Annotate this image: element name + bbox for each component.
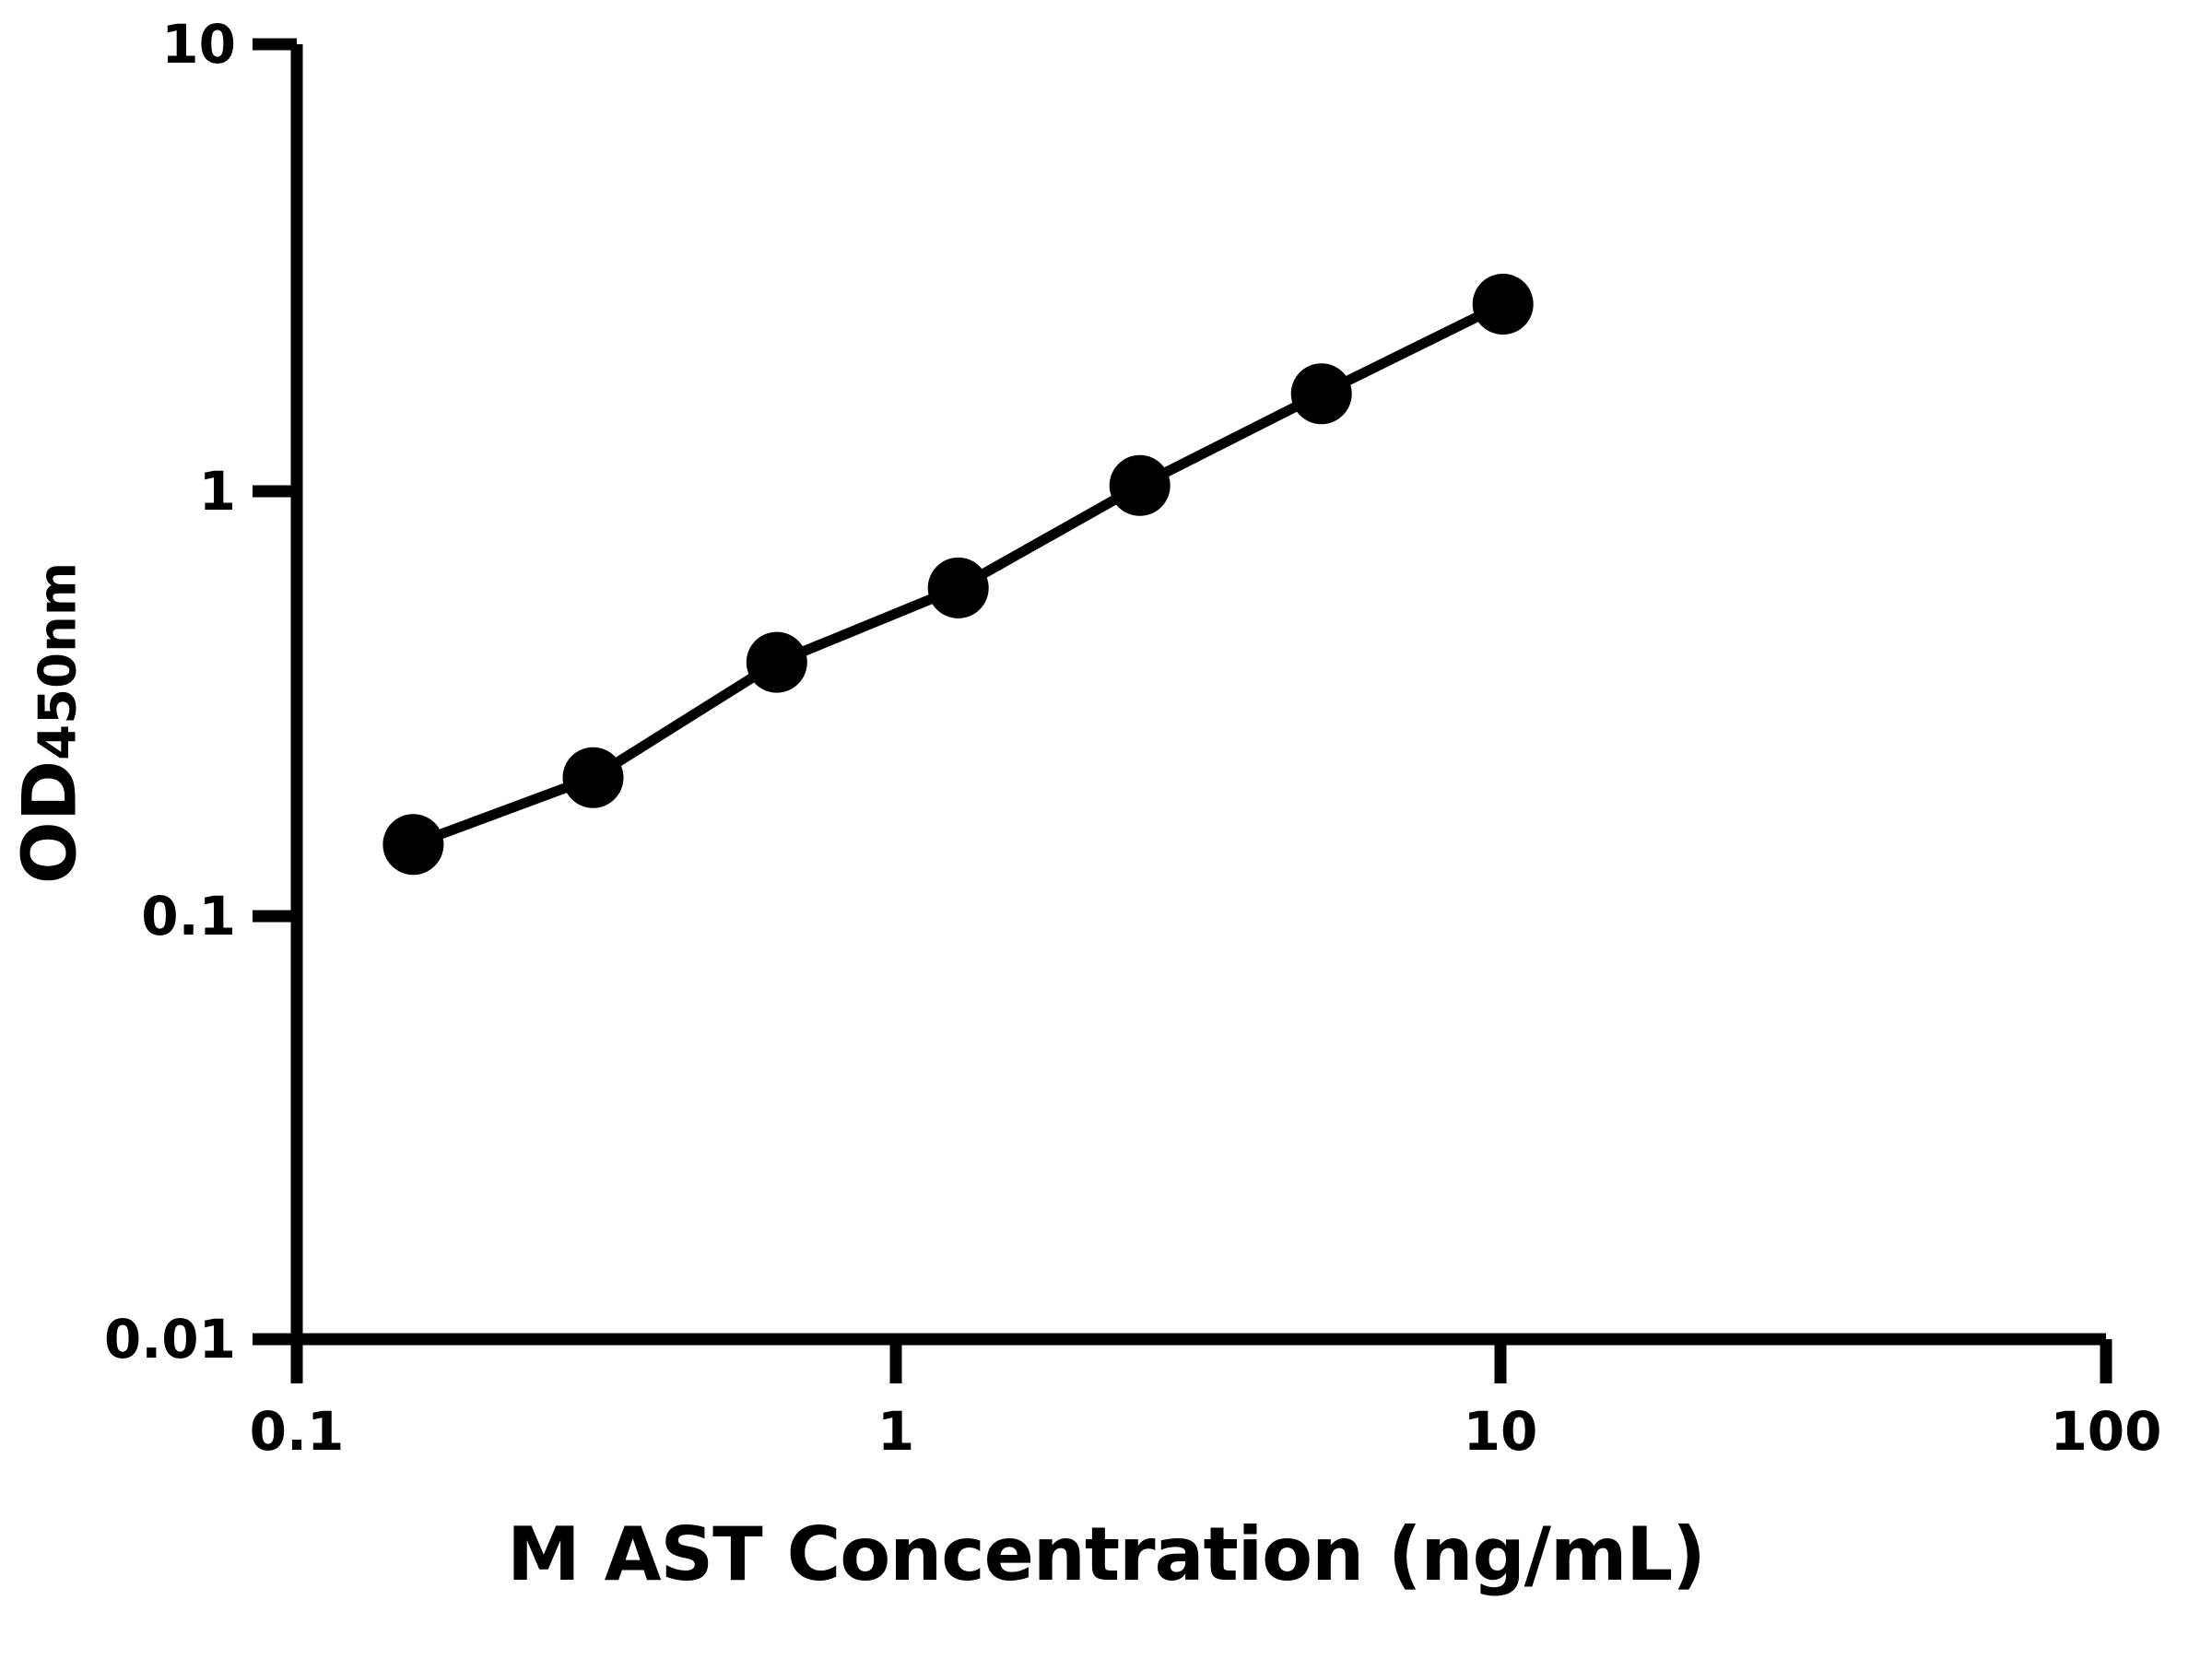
data-point [927,557,989,618]
y-tick-label-10: 10 [161,13,236,76]
y-tick-label-0point01: 0.01 [103,1308,236,1371]
y-axis-title: OD450nm [7,484,93,963]
data-markers [382,274,1534,876]
data-point [746,631,807,693]
data-point [382,814,444,876]
x-tick-label-10: 10 [1463,1400,1538,1463]
y-tick-label-0point1: 0.1 [141,885,236,947]
x-tick-label-100: 100 [2050,1400,2162,1463]
x-tick-marks [290,1339,2112,1383]
data-point [1472,274,1534,335]
y-tick-marks [253,38,297,1346]
data-point [1290,363,1352,425]
x-tick-label-0point1: 0.1 [249,1400,345,1463]
x-tick-label-1: 1 [877,1400,915,1463]
y-axis-title-main: OD [6,759,93,885]
data-point [1109,454,1171,516]
data-point [562,747,624,808]
y-tick-label-1: 1 [198,460,236,523]
x-axis-title: M AST Concentration (ng/mL) [507,1512,1706,1597]
axes-lines [290,44,2106,1346]
y-axis-title-subscript: 450nm [28,561,88,760]
